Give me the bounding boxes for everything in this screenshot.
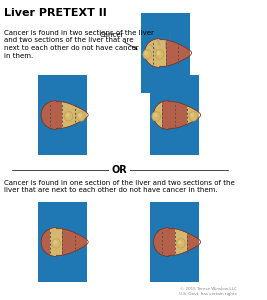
Bar	[150, 75, 162, 155]
Text: Cancer: Cancer	[100, 32, 137, 49]
Polygon shape	[41, 100, 88, 130]
Polygon shape	[41, 100, 88, 130]
Circle shape	[190, 113, 194, 117]
Bar	[50, 202, 62, 282]
Bar	[162, 202, 175, 282]
Circle shape	[157, 51, 160, 55]
Polygon shape	[41, 227, 88, 256]
Circle shape	[64, 112, 73, 121]
Text: Cancer is found in one section of the liver and two sections of the
liver that a: Cancer is found in one section of the li…	[3, 180, 234, 194]
Bar	[175, 202, 187, 282]
Bar	[150, 202, 162, 282]
Circle shape	[53, 240, 57, 244]
Circle shape	[66, 113, 69, 117]
Bar	[162, 75, 175, 155]
Polygon shape	[154, 100, 201, 130]
Circle shape	[52, 238, 60, 248]
Text: Liver PRETEXT II: Liver PRETEXT II	[3, 8, 106, 18]
Bar	[175, 75, 187, 155]
Polygon shape	[154, 100, 201, 130]
Polygon shape	[154, 100, 201, 130]
Text: OR: OR	[112, 165, 127, 175]
Polygon shape	[41, 227, 88, 256]
Bar	[166, 13, 178, 93]
Bar	[75, 202, 87, 282]
Polygon shape	[154, 227, 201, 256]
Circle shape	[152, 112, 160, 121]
Polygon shape	[41, 227, 88, 256]
Circle shape	[78, 113, 82, 117]
Bar	[38, 75, 50, 155]
Circle shape	[178, 240, 182, 244]
Bar	[187, 75, 199, 155]
Polygon shape	[145, 38, 191, 68]
Bar	[50, 75, 62, 155]
Circle shape	[144, 51, 148, 55]
Circle shape	[155, 50, 164, 59]
Circle shape	[143, 50, 152, 59]
Bar	[178, 13, 190, 93]
Text: Cancer is found in two sections of the liver
and two sections of the liver that : Cancer is found in two sections of the l…	[3, 30, 154, 58]
Polygon shape	[154, 227, 201, 256]
Polygon shape	[145, 38, 191, 68]
Polygon shape	[154, 227, 201, 256]
Text: © 2015 Terese Winslow LLC
U.S. Govt. has certain rights: © 2015 Terese Winslow LLC U.S. Govt. has…	[179, 287, 237, 296]
Polygon shape	[41, 100, 88, 130]
Circle shape	[189, 112, 198, 121]
Polygon shape	[41, 100, 88, 130]
Polygon shape	[145, 38, 191, 68]
Circle shape	[153, 113, 157, 117]
Polygon shape	[41, 227, 88, 256]
Polygon shape	[154, 227, 201, 256]
Bar	[187, 202, 199, 282]
Polygon shape	[154, 100, 201, 130]
Bar	[62, 202, 75, 282]
Circle shape	[77, 112, 85, 121]
Circle shape	[176, 238, 185, 248]
Bar	[62, 75, 75, 155]
Bar	[38, 202, 50, 282]
Bar	[153, 13, 166, 93]
Polygon shape	[145, 38, 191, 68]
Bar	[75, 75, 87, 155]
Bar	[141, 13, 153, 93]
